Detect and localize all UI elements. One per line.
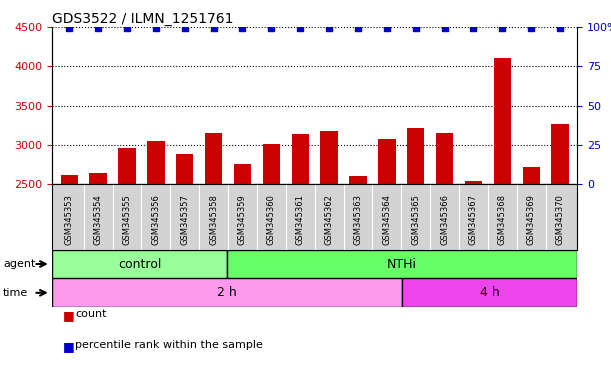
Text: GSM345359: GSM345359 (238, 194, 247, 245)
Text: GSM345361: GSM345361 (296, 194, 305, 245)
Text: GSM345363: GSM345363 (354, 194, 362, 245)
Point (209, 25, 219, 31)
Point (295, 25, 305, 31)
Point (266, 25, 276, 31)
Text: GSM345353: GSM345353 (65, 194, 74, 245)
Text: GSM345366: GSM345366 (440, 194, 449, 245)
Point (64, 25, 74, 31)
Text: GSM345355: GSM345355 (122, 194, 131, 245)
Text: percentile rank within the sample: percentile rank within the sample (75, 340, 263, 350)
Bar (263, 144, 280, 381)
Bar (320, 131, 338, 381)
Bar (402, 278, 577, 307)
Bar (378, 139, 395, 381)
Point (469, 25, 478, 31)
Bar (227, 250, 577, 278)
Text: count: count (75, 309, 107, 319)
Text: ■: ■ (63, 309, 75, 322)
Text: 4 h: 4 h (480, 286, 500, 299)
Bar (551, 124, 569, 381)
Bar (176, 154, 194, 381)
Bar (205, 133, 222, 381)
Point (382, 25, 392, 31)
Text: control: control (118, 258, 161, 270)
Bar (52, 278, 402, 307)
Point (440, 25, 450, 31)
Point (93, 25, 103, 31)
Text: GSM345357: GSM345357 (180, 194, 189, 245)
Point (180, 25, 189, 31)
Text: GSM345360: GSM345360 (267, 194, 276, 245)
Bar (119, 148, 136, 381)
Bar (291, 134, 309, 381)
Text: GSM345368: GSM345368 (498, 194, 507, 245)
Text: GSM345364: GSM345364 (382, 194, 391, 245)
Bar (60, 175, 78, 381)
Point (497, 25, 507, 31)
Point (238, 25, 247, 31)
Text: GSM345370: GSM345370 (555, 194, 565, 245)
Text: agent: agent (3, 259, 35, 269)
Text: GSM345369: GSM345369 (527, 194, 536, 245)
Text: GSM345365: GSM345365 (411, 194, 420, 245)
Bar (234, 164, 251, 381)
Point (411, 25, 420, 31)
Point (353, 25, 363, 31)
Text: GSM345356: GSM345356 (152, 194, 160, 245)
Bar (522, 167, 540, 381)
Bar (349, 175, 367, 381)
Point (151, 25, 161, 31)
Point (555, 25, 565, 31)
Text: time: time (3, 288, 28, 298)
Bar (436, 133, 453, 381)
Text: GDS3522 / ILMN_1251761: GDS3522 / ILMN_1251761 (52, 12, 233, 26)
Text: 2 h: 2 h (218, 286, 237, 299)
Text: GSM345358: GSM345358 (209, 194, 218, 245)
Point (122, 25, 132, 31)
Text: GSM345362: GSM345362 (324, 194, 334, 245)
Text: GSM345367: GSM345367 (469, 194, 478, 245)
Bar (89, 173, 107, 381)
Point (526, 25, 536, 31)
Bar (407, 127, 425, 381)
Bar (465, 181, 482, 381)
Text: NTHi: NTHi (387, 258, 417, 270)
Point (324, 25, 334, 31)
Text: ■: ■ (63, 340, 75, 353)
Text: GSM345354: GSM345354 (93, 194, 103, 245)
Bar (494, 58, 511, 381)
Bar (52, 250, 227, 278)
Bar (147, 141, 164, 381)
